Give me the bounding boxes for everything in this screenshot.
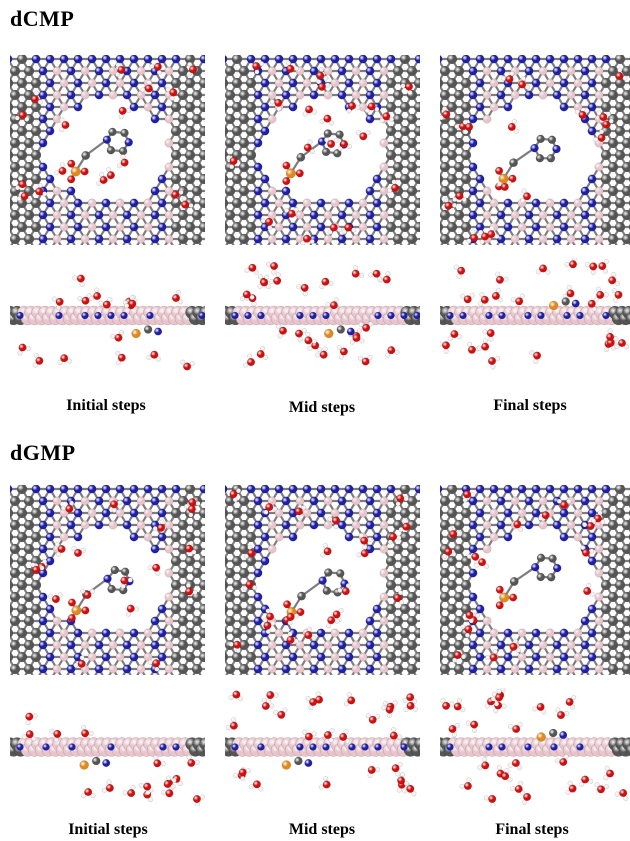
dcmp-initial-side-view <box>10 258 205 373</box>
molecular-structure-image <box>225 55 420 245</box>
dgmp-final-side-view <box>440 688 630 806</box>
molecular-structure-image <box>440 688 630 806</box>
dgmp-mid-side-view <box>225 688 420 806</box>
dcmp-final-top-view <box>440 55 630 245</box>
section-title-dgmp: dGMP <box>10 440 76 465</box>
dcmp-mid-top-view <box>225 55 420 245</box>
caption-dgmp-initial: Initial steps <box>68 821 148 838</box>
dgmp-mid-top-view <box>225 485 420 675</box>
caption-dgmp-mid: Mid steps <box>288 821 356 838</box>
dgmp-initial-top-view <box>10 485 205 675</box>
molecular-structure-image <box>440 485 630 675</box>
dcmp-final-side-view <box>440 258 630 373</box>
caption-dcmp-initial: Initial steps <box>66 397 146 414</box>
molecular-structure-image <box>440 258 630 370</box>
molecular-structure-image <box>225 690 420 797</box>
caption-dcmp-final: Final steps <box>493 397 567 414</box>
molecular-structure-image <box>10 712 205 806</box>
dgmp-initial-side-view <box>10 688 205 806</box>
molecular-structure-image <box>440 55 630 245</box>
molecular-structure-image <box>10 55 205 245</box>
dgmp-final-top-view <box>440 485 630 675</box>
dcmp-initial-top-view <box>10 55 205 245</box>
caption-dgmp-final: Final steps <box>495 821 569 838</box>
section-title-dcmp: dCMP <box>10 6 75 31</box>
dcmp-mid-side-view <box>225 258 420 373</box>
molecular-structure-image <box>225 261 420 368</box>
molecular-structure-image <box>10 274 205 371</box>
caption-dcmp-mid: Mid steps <box>288 399 356 416</box>
molecular-structure-image <box>225 485 420 675</box>
molecular-structure-image <box>10 485 205 675</box>
